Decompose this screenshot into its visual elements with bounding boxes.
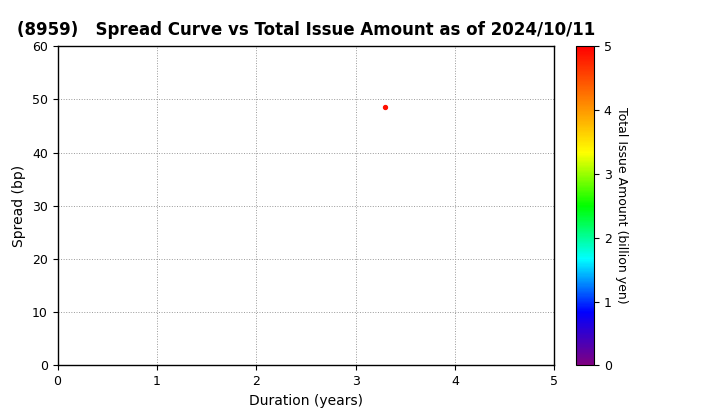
Y-axis label: Spread (bp): Spread (bp): [12, 165, 27, 247]
Point: [379, 104, 391, 111]
Y-axis label: Total Issue Amount (billion yen): Total Issue Amount (billion yen): [616, 108, 629, 304]
X-axis label: Duration (years): Duration (years): [249, 394, 363, 408]
Title: (8959)   Spread Curve vs Total Issue Amount as of 2024/10/11: (8959) Spread Curve vs Total Issue Amoun…: [17, 21, 595, 39]
